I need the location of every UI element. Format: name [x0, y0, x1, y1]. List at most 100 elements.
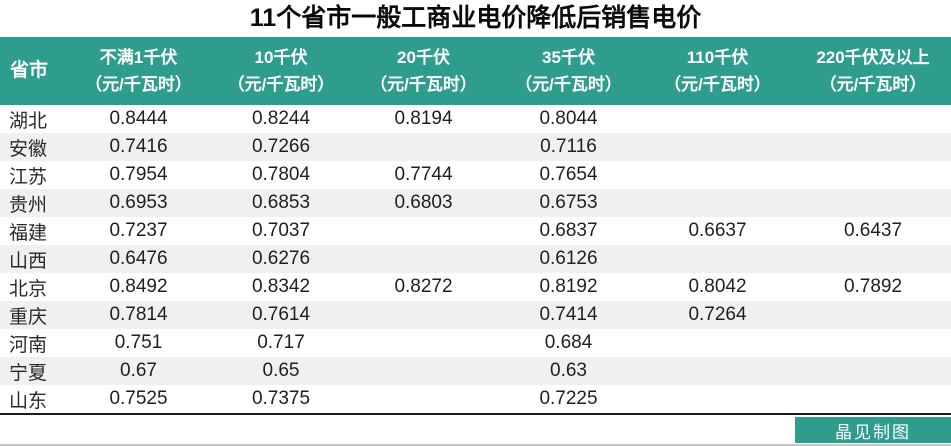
value-cell: 0.67 [120, 360, 157, 381]
value-cell [350, 301, 497, 329]
value-cell: 0.8272 [394, 276, 453, 297]
column-header-0: 不满1千伏 （元/千瓦时） [65, 37, 212, 105]
table-row-河南: 河南 0.751 0.717 0.684 [0, 329, 951, 357]
column-label: 35千伏 [542, 47, 595, 67]
table-body: 湖北 0.8444 0.8244 0.8194 0.8044 安徽 0.7416 0.7266… [0, 105, 951, 414]
province-cell: 山西 [9, 250, 48, 272]
value-cell [795, 161, 951, 189]
value-cell [640, 385, 795, 414]
province-cell: 河南 [9, 334, 48, 356]
value-cell [795, 301, 951, 329]
value-cell: 0.8342 [251, 276, 311, 297]
value-cell: 0.7037 [251, 220, 311, 241]
table-row-安徽: 安徽 0.7416 0.7266 0.7116 [0, 133, 951, 161]
column-label: 不满1千伏 [99, 47, 178, 67]
column-label: 20千伏 [397, 47, 450, 67]
table-row-贵州: 贵州 0.6953 0.6853 0.6803 0.6753 [0, 189, 951, 217]
value-cell: 0.63 [550, 360, 587, 381]
value-cell: 0.7116 [540, 136, 597, 157]
value-cell: 0.6126 [539, 248, 598, 269]
column-label: 10千伏 [254, 47, 308, 67]
value-cell: 0.7954 [109, 164, 168, 185]
value-cell [350, 133, 497, 161]
column-unit: （元/千瓦时） [819, 75, 927, 94]
value-cell: 0.7264 [688, 304, 747, 325]
value-cell: 0.717 [257, 332, 305, 353]
value-cell: 0.6753 [539, 192, 598, 213]
value-cell: 0.7266 [251, 136, 311, 157]
table-row-福建: 福建 0.7237 0.7037 0.6837 0.6637 0.6437 [0, 217, 951, 245]
table-row-江苏: 江苏 0.7954 0.7804 0.7744 0.7654 [0, 161, 951, 189]
value-cell: 0.751 [114, 332, 163, 353]
value-cell: 0.6276 [251, 248, 311, 269]
column-label: 110千伏 [686, 47, 749, 67]
table-row-宁夏: 宁夏 0.67 0.65 0.63 [0, 357, 951, 385]
value-cell [795, 245, 951, 273]
value-cell [795, 105, 951, 133]
value-cell: 0.7375 [251, 388, 311, 409]
column-unit: （元/千瓦时） [370, 75, 477, 94]
value-cell [795, 329, 951, 357]
value-cell [350, 329, 497, 357]
value-cell: 0.7225 [539, 388, 598, 409]
value-cell [640, 189, 795, 217]
value-cell: 0.6437 [843, 220, 903, 241]
value-cell [350, 245, 497, 273]
column-header-4: 110千伏 （元/千瓦时） [640, 37, 795, 105]
province-cell: 安徽 [9, 138, 48, 160]
value-cell [350, 385, 497, 414]
table-row-重庆: 重庆 0.7814 0.7614 0.7414 0.7264 [0, 301, 951, 329]
value-cell: 0.6803 [394, 192, 453, 213]
province-cell: 北京 [9, 278, 48, 300]
value-cell: 0.6953 [109, 192, 168, 213]
value-cell: 0.7892 [843, 276, 903, 297]
value-cell: 0.7416 [109, 136, 168, 157]
value-cell [640, 161, 795, 189]
value-cell: 0.8244 [251, 108, 311, 129]
table-row-山西: 山西 0.6476 0.6276 0.6126 [0, 245, 951, 273]
price-table: 省市 不满1千伏 （元/千瓦时） 10千伏 （元/千瓦时） 20千伏 （元/千瓦时） 35千… [0, 37, 951, 415]
province-cell: 重庆 [9, 306, 48, 328]
value-cell: 0.8044 [539, 108, 598, 129]
province-cell: 贵州 [9, 194, 48, 216]
table-row-北京: 北京 0.8492 0.8342 0.8272 0.8192 0.8042 0.7892 [0, 273, 951, 301]
value-cell: 0.6476 [109, 248, 168, 269]
column-unit: （元/千瓦时） [227, 75, 335, 94]
column-unit: （元/千瓦时） [515, 75, 622, 94]
value-cell: 0.8192 [539, 276, 598, 297]
value-cell: 0.8492 [109, 276, 168, 297]
table-header-row: 省市 不满1千伏 （元/千瓦时） 10千伏 （元/千瓦时） 20千伏 （元/千瓦时） 35千… [0, 37, 951, 105]
column-header-2: 20千伏 （元/千瓦时） [350, 37, 497, 105]
column-header-1: 10千伏 （元/千瓦时） [212, 37, 350, 105]
value-cell [350, 357, 497, 385]
table-header: 省市 不满1千伏 （元/千瓦时） 10千伏 （元/千瓦时） 20千伏 （元/千瓦时） 35千… [0, 37, 951, 105]
table-row-山东: 山东 0.7525 0.7375 0.7225 [0, 385, 951, 414]
value-cell [350, 217, 497, 245]
corner-header-province: 省市 [0, 37, 65, 105]
value-cell: 0.7814 [109, 304, 168, 325]
province-cell: 湖北 [9, 110, 48, 132]
value-cell [640, 245, 795, 273]
footer: 晶见制图 [0, 415, 951, 446]
value-cell [795, 189, 951, 217]
value-cell: 0.6637 [688, 220, 747, 241]
value-cell: 0.8042 [688, 276, 747, 297]
value-cell: 0.8444 [109, 108, 168, 129]
column-unit: （元/千瓦时） [664, 75, 771, 94]
province-cell: 江苏 [9, 166, 48, 188]
column-unit: （元/千瓦时） [85, 75, 192, 94]
province-cell: 宁夏 [9, 362, 48, 384]
province-cell: 山东 [9, 390, 48, 412]
credit-badge: 晶见制图 [795, 417, 951, 443]
table-row-湖北: 湖北 0.8444 0.8244 0.8194 0.8044 [0, 105, 951, 133]
value-cell [795, 357, 951, 385]
column-header-3: 35千伏 （元/千瓦时） [497, 37, 640, 105]
value-cell: 0.7614 [251, 304, 311, 325]
value-cell: 0.7804 [251, 164, 311, 185]
bottom-divider [0, 444, 951, 446]
value-cell: 0.684 [544, 332, 593, 353]
value-cell: 0.7525 [109, 388, 168, 409]
column-label: 220千伏及以上 [816, 47, 930, 67]
value-cell: 0.7744 [394, 164, 453, 185]
